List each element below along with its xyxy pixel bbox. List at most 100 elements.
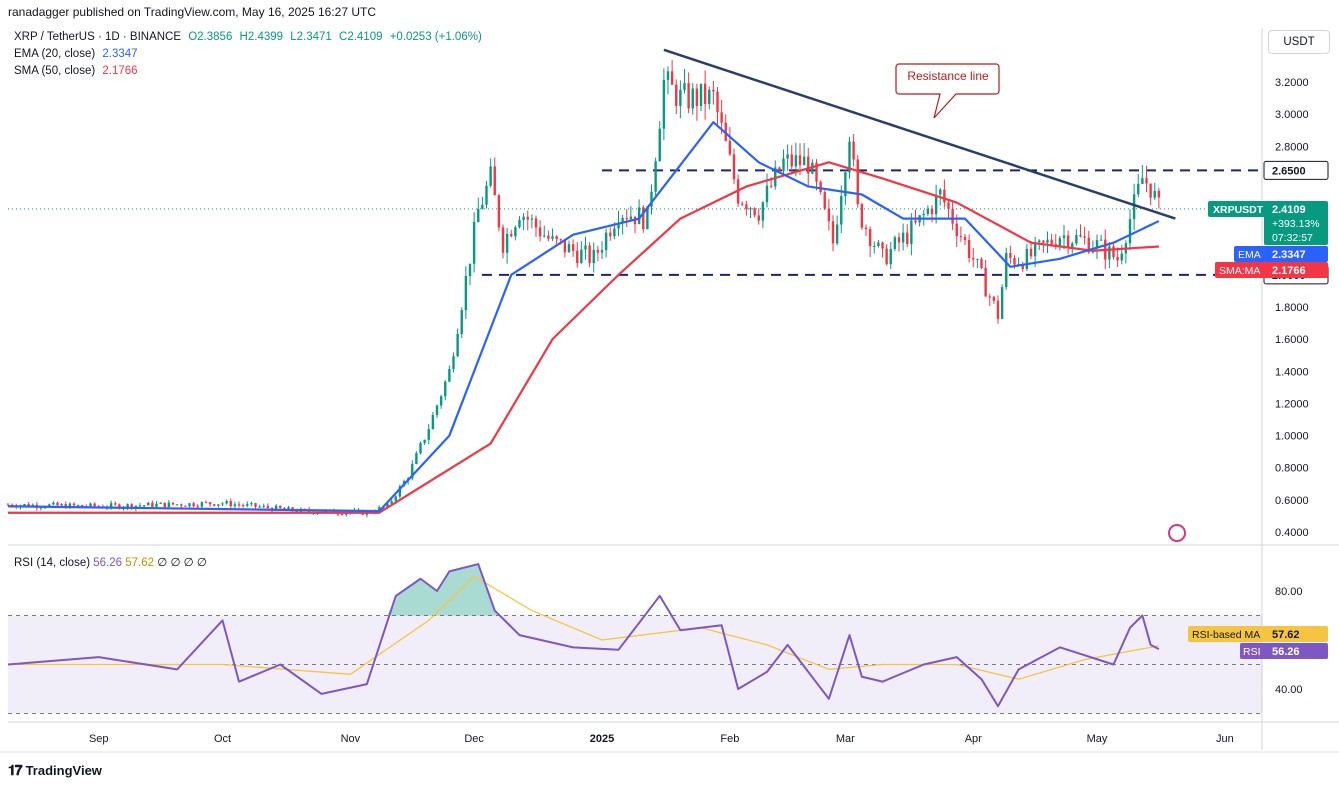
price-tick-label: 1.6000 [1275, 334, 1309, 346]
candle-body [877, 242, 880, 246]
candle-body [1087, 237, 1090, 253]
candle-body [142, 505, 146, 507]
candle-body [695, 88, 699, 107]
candle-body [827, 208, 831, 222]
tradingview-logo[interactable]: 𝟏𝟕 TradingView [8, 762, 102, 779]
candle-body [229, 501, 232, 507]
candle-body [147, 502, 150, 506]
candle-body [708, 89, 711, 104]
candle-body [1050, 239, 1053, 245]
sma-legend[interactable]: SMA (50, close) 2.1766 [14, 65, 138, 77]
candle-body [798, 155, 802, 166]
candle-body [1009, 253, 1012, 258]
candle-body [213, 504, 216, 506]
candle-body [390, 501, 393, 504]
candle-body [699, 83, 703, 107]
candle-body [1066, 235, 1070, 249]
candle-body [89, 503, 92, 507]
candle-body [233, 504, 237, 507]
candle-body [642, 207, 645, 230]
candle-body [670, 71, 674, 85]
rsi-legend[interactable]: RSI (14, close) 56.26 57.62 ∅ ∅ ∅ ∅ [14, 555, 207, 569]
sma50-line [8, 161, 1159, 514]
rsi-line [7, 563, 1160, 708]
candle-body [1079, 235, 1082, 237]
rsi-value: 56.26 [1272, 646, 1300, 658]
candle-body [274, 505, 278, 511]
sma-name-label: SMA:MA [1219, 265, 1260, 277]
ohlc-change: +0.0253 (+1.06%) [389, 31, 482, 43]
candle-body [204, 502, 208, 504]
candle-body [118, 504, 121, 509]
candle-body [501, 227, 505, 253]
candle-body [600, 250, 604, 253]
candle-body [241, 505, 245, 507]
candle-body [448, 368, 451, 382]
candle-body [1137, 183, 1140, 195]
candle-body [23, 504, 26, 506]
rsi-overbought-fill [387, 564, 499, 616]
candle-body [1132, 194, 1136, 220]
rsi-name-label: RSI [1243, 646, 1261, 658]
callout-text: Resistance line [907, 69, 989, 83]
candle-body [629, 216, 633, 220]
candle-body [175, 504, 179, 506]
candle-body [934, 194, 938, 215]
ema-name-label: EMA [1238, 249, 1261, 261]
candle-body [196, 506, 199, 508]
candle-body [976, 259, 979, 261]
symbol-title[interactable]: XRP / TetherUS · 1D · BINANCE [14, 31, 182, 43]
candle-body [835, 224, 839, 244]
candle-body [419, 443, 422, 454]
candle-body [534, 218, 538, 228]
candle-body [901, 232, 905, 243]
candle-body [790, 154, 793, 167]
candle-body [1149, 183, 1152, 198]
candle-body [906, 232, 909, 244]
candle-body [1157, 190, 1161, 198]
rsi-name-bg [1240, 643, 1266, 659]
candle-body [943, 189, 946, 203]
xrpusdt-price: 2.4109 [1272, 204, 1306, 216]
sma-legend-label: SMA (50, close) [14, 65, 96, 77]
candle-body [460, 310, 463, 334]
candle-body [538, 227, 542, 237]
candle-body [802, 156, 806, 166]
sma-price-bg [1264, 262, 1328, 278]
candle-body [625, 217, 628, 220]
candle-body [584, 245, 587, 250]
rsi-tick-label: 80.00 [1275, 586, 1303, 598]
candle-body [295, 510, 298, 513]
candle-body [658, 128, 661, 162]
candle-body [472, 222, 476, 264]
time-tick-label: Dec [464, 733, 484, 745]
candle-body [398, 486, 402, 497]
candle-body [1033, 242, 1037, 257]
candle-body [567, 244, 571, 253]
candle-body [860, 204, 864, 228]
candle-body [126, 504, 129, 508]
candle-body [1128, 219, 1132, 244]
candle-body [712, 89, 715, 92]
candle-body [217, 504, 220, 506]
price-tick-label: 3.2000 [1275, 77, 1309, 89]
candle-body [27, 504, 30, 507]
xrpusdt-name-bg [1208, 201, 1266, 217]
level-2-65-label: 2.6500 [1272, 165, 1306, 177]
candle-body [703, 83, 707, 104]
candle-body [815, 162, 818, 182]
currency-selector[interactable]: USDT [1268, 30, 1330, 54]
ema-legend[interactable]: EMA (20, close) 2.3347 [14, 48, 138, 60]
candle-body [225, 501, 228, 504]
rsi-legend-empty: ∅ ∅ ∅ ∅ [157, 557, 207, 569]
candle-body [93, 503, 96, 507]
candle-body [728, 140, 732, 155]
candle-body [518, 220, 521, 228]
candles [6, 59, 1161, 518]
price-tick-label: 1.4000 [1275, 366, 1309, 378]
candle-body [691, 88, 694, 109]
time-tick-label: Mar [836, 733, 855, 745]
time-tick-label: 2025 [590, 733, 614, 745]
candle-body [769, 185, 773, 187]
